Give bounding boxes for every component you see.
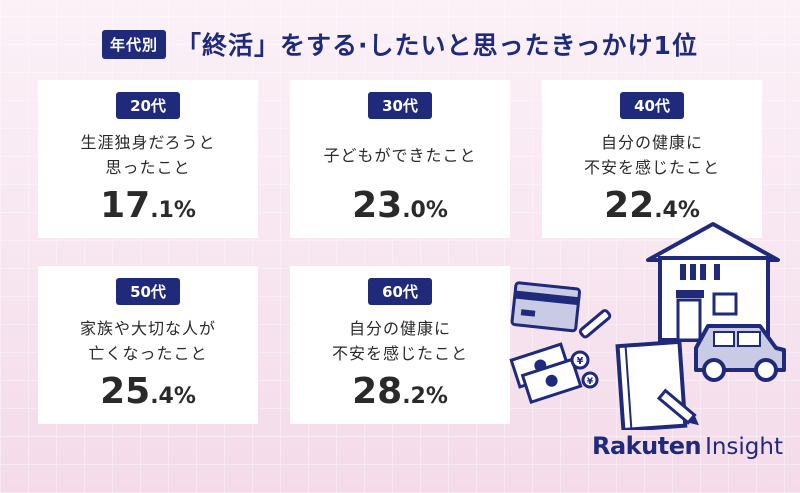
- age-badge: 40代: [620, 92, 684, 119]
- percentage: 28.2%: [290, 371, 510, 412]
- banknotes-icon: [509, 342, 583, 405]
- car-icon: [694, 324, 786, 382]
- percentage-integer: 23: [352, 185, 403, 226]
- percentage-decimal: .0%: [402, 198, 448, 223]
- percentage: 17.1%: [38, 185, 258, 226]
- age-badge: 60代: [368, 278, 432, 305]
- notebook-icon: [615, 339, 688, 430]
- percentage-decimal: .4%: [150, 384, 196, 409]
- percentage: 25.4%: [38, 371, 258, 412]
- yen-coins-icon: ¥ ¥: [570, 350, 599, 389]
- header: 年代別 「終活」をする·したいと思ったきっかけ1位: [0, 26, 800, 62]
- age-badge: 30代: [368, 92, 432, 119]
- page-title: 「終活」をする·したいと思ったきっかけ1位: [176, 31, 698, 60]
- pen-icon: [656, 388, 699, 426]
- percentage-decimal: .1%: [150, 198, 196, 223]
- percentage-integer: 28: [352, 371, 403, 412]
- logo-brand: Rakuten: [592, 432, 702, 460]
- age-badge: 20代: [116, 92, 180, 119]
- reason-text: 自分の健康に 不安を感じたこと: [583, 133, 720, 177]
- reason-text: 子どもができたこと: [323, 145, 477, 165]
- card-50s: 50代 家族や大切な人が 亡くなったこと 25.4%: [38, 266, 258, 424]
- brand-logo: Rakuten Insight: [592, 432, 783, 472]
- reason-text: 生涯独身だろうと 思ったこと: [80, 133, 216, 177]
- logo-sub: Insight: [705, 434, 783, 460]
- percentage-decimal: .4%: [654, 198, 700, 223]
- card-60s: 60代 自分の健康に 不安を感じたこと 28.2%: [290, 266, 510, 424]
- svg-text:¥: ¥: [577, 356, 584, 367]
- card-20s: 20代 生涯独身だろうと 思ったこと 17.1%: [38, 80, 258, 238]
- percentage-integer: 17: [100, 185, 151, 226]
- reason-text: 自分の健康に 不安を感じたこと: [331, 319, 468, 363]
- credit-card-icon: [510, 281, 582, 333]
- percentage: 23.0%: [290, 185, 510, 226]
- card-30s: 30代 子どもができたこと 23.0%: [290, 80, 510, 238]
- card-40s: 40代 自分の健康に 不安を感じたこと 22.4%: [542, 80, 762, 238]
- svg-text:¥: ¥: [587, 377, 594, 387]
- percentage: 22.4%: [542, 185, 762, 226]
- house-icon: [646, 222, 780, 342]
- percentage-integer: 22: [604, 185, 655, 226]
- reason-text: 家族や大切な人が 亡くなったこと: [79, 319, 216, 363]
- header-tag: 年代別: [102, 29, 167, 59]
- percentage-integer: 25: [100, 371, 151, 412]
- age-badge: 50代: [116, 278, 180, 305]
- percentage-decimal: .2%: [402, 384, 448, 409]
- pencil-icon: [578, 309, 612, 339]
- illustration: ¥ ¥: [509, 222, 786, 430]
